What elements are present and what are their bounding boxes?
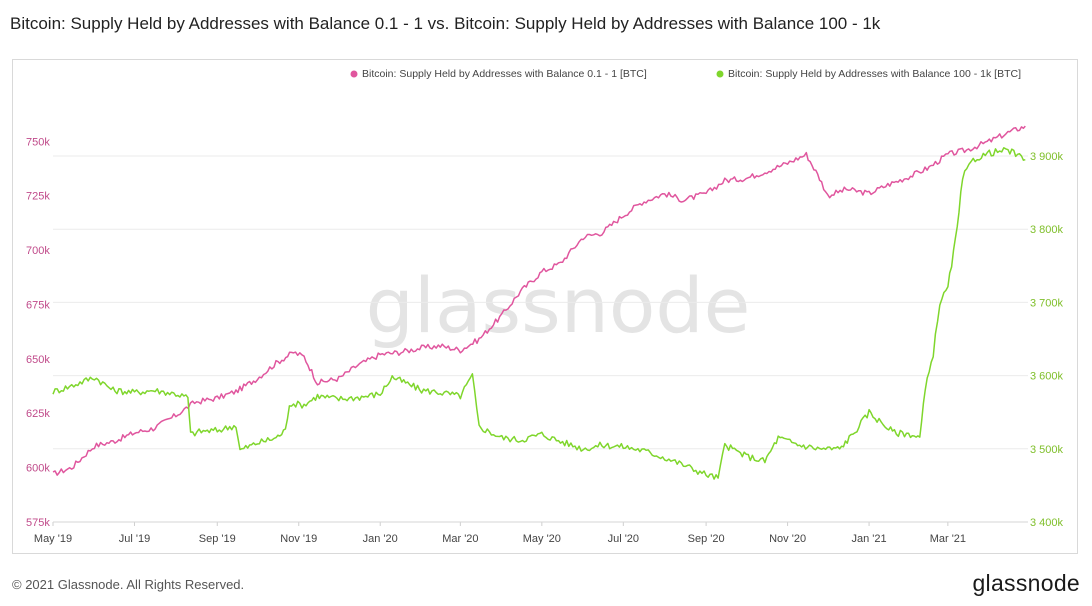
y-left-tick-label: 750k <box>26 136 50 148</box>
x-tick-label: Nov '20 <box>769 533 806 545</box>
y-right-tick-label: 3 500k <box>1030 444 1064 456</box>
legend-marker-1 <box>350 70 358 78</box>
x-tick-label: Jul '20 <box>608 533 639 545</box>
legend-marker-2 <box>716 70 724 78</box>
y-left-tick-label: 725k <box>26 191 50 203</box>
x-tick-label: Mar '21 <box>930 533 966 545</box>
y-left-tick-label: 650k <box>26 354 50 366</box>
y-left-tick-label: 625k <box>26 408 50 420</box>
y-left-tick-label: 600k <box>26 463 50 475</box>
glassnode-logo[interactable]: glassnode <box>972 570 1080 596</box>
series-line-2 <box>52 147 1026 480</box>
watermark-text: glassnode <box>366 261 751 350</box>
y-left-tick-label: 675k <box>26 299 50 311</box>
page-title: Bitcoin: Supply Held by Addresses with B… <box>10 14 881 33</box>
x-tick-label: Mar '20 <box>442 533 478 545</box>
copyright-text: © 2021 Glassnode. All Rights Reserved. <box>12 577 245 592</box>
legend-label-1: Bitcoin: Supply Held by Addresses with B… <box>362 68 647 80</box>
y-right-tick-label: 3 700k <box>1030 297 1064 309</box>
x-tick-label: Sep '20 <box>688 533 725 545</box>
series-line-1 <box>52 125 1026 476</box>
chart-svg: glassnode 3 400k 3 500k 3 600k 3 700k 3 800k 3… <box>26 68 1064 545</box>
chart-frame: glassnode 3 400k 3 500k 3 600k 3 700k 3 800k 3… <box>12 59 1078 554</box>
y-left-tick-label: 575k <box>26 517 50 529</box>
x-tick-label: Jan '21 <box>851 533 886 545</box>
y-right-tick-label: 3 400k <box>1030 517 1064 529</box>
y-right-tick-label: 3 900k <box>1030 151 1064 163</box>
y-right-tick-label: 3 800k <box>1030 224 1064 236</box>
y-right-tick-label: 3 600k <box>1030 371 1064 383</box>
x-tick-label: May '19 <box>34 533 72 545</box>
x-tick-label: Jan '20 <box>363 533 398 545</box>
y-left-tick-label: 700k <box>26 245 50 257</box>
x-tick-label: Nov '19 <box>280 533 317 545</box>
x-tick-label: Jul '19 <box>119 533 150 545</box>
x-tick-label: May '20 <box>523 533 561 545</box>
x-tick-label: Sep '19 <box>199 533 236 545</box>
legend-label-2: Bitcoin: Supply Held by Addresses with B… <box>728 68 1021 80</box>
